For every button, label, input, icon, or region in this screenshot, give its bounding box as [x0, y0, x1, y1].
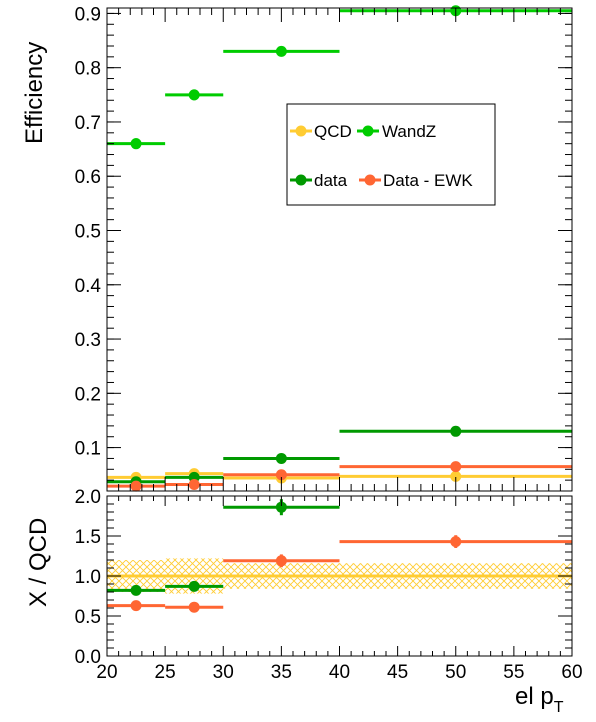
- x-axis-title-main: el p: [515, 683, 554, 710]
- x-tick-label: 50: [445, 662, 466, 683]
- legend-box: [286, 103, 496, 206]
- x-tick-label: 40: [329, 662, 350, 683]
- x-tick-label: 25: [155, 662, 176, 683]
- legend-data-label: data: [314, 171, 348, 190]
- legend-data-marker: [295, 174, 307, 186]
- ratio-x-axis: 20 25 30 35 40 45 50 55 60: [96, 496, 583, 683]
- efficiency-frame: [106, 7, 573, 492]
- efficiency-y-tick-label: 0.4: [75, 276, 102, 297]
- legend-entry-data-ewk: Data - EWK: [359, 171, 473, 190]
- x-tick-label: 55: [503, 662, 524, 683]
- ratio-data-point: [275, 501, 287, 513]
- ratio-y-tick-label: 1.0: [75, 567, 101, 588]
- efficiency-y-axis-title: Efficiency: [21, 42, 48, 144]
- efficiency-wandz-point: [275, 45, 287, 57]
- efficiency-data-point: [450, 425, 462, 437]
- ratio-data-point: [130, 584, 142, 596]
- ratio-y-axis: 0.0 0.5 1.0 1.5 2.0: [75, 487, 572, 668]
- efficiency-wandz-point: [188, 89, 200, 101]
- legend-entry-wandz: WandZ: [357, 122, 436, 141]
- efficiency-qcd-point: [450, 470, 462, 482]
- legend-wandz-label: WandZ: [382, 122, 436, 141]
- efficiency-data-ewk-point: [188, 478, 200, 490]
- efficiency-y-tick-label: 0.5: [75, 222, 101, 243]
- ratio-data-ewk-point: [130, 600, 142, 612]
- efficiency-y-tick-label: 0.3: [75, 330, 101, 351]
- efficiency-y-tick-label: 0.6: [75, 167, 101, 188]
- x-axis-title-subscript: T: [554, 699, 564, 716]
- efficiency-y-tick-label: 0.9: [75, 4, 101, 25]
- ratio-series-data-ewk: [107, 535, 572, 613]
- legend-data-ewk-label: Data - EWK: [383, 171, 473, 190]
- x-tick-label: 60: [561, 662, 582, 683]
- efficiency-series-data: [107, 425, 572, 488]
- legend: QCD WandZ data Data - EWK: [286, 103, 496, 206]
- ratio-data-ewk-point: [275, 555, 287, 567]
- ratio-data-ewk-point: [450, 536, 462, 548]
- legend-qcd-marker: [295, 125, 307, 137]
- ratio-series-data: [107, 499, 340, 596]
- efficiency-data-ewk-point: [275, 469, 287, 481]
- legend-qcd-label: QCD: [314, 122, 352, 141]
- ratio-y-tick-label: 0.5: [75, 607, 101, 628]
- ratio-data-point: [188, 580, 200, 592]
- efficiency-series-data-ewk: [107, 461, 572, 492]
- ratio-y-tick-label: 2.0: [75, 487, 101, 508]
- efficiency-y-tick-label: 0.2: [75, 384, 101, 405]
- legend-entry-qcd: QCD: [290, 122, 352, 141]
- x-tick-label: 45: [387, 662, 408, 683]
- efficiency-data-point: [275, 452, 287, 464]
- efficiency-data-ewk-point: [130, 480, 142, 492]
- ratio-y-tick-label: 0.0: [75, 647, 101, 668]
- x-tick-label: 30: [213, 662, 234, 683]
- efficiency-y-tick-label: 0.8: [75, 59, 101, 80]
- efficiency-wandz-point: [130, 138, 142, 150]
- x-tick-label: 20: [96, 662, 117, 683]
- efficiency-panel: 0.1 0.2 0.3 0.4 0.5 0.6 0.7 0.8 0.9 Efficiency: [21, 4, 573, 492]
- efficiency-y-axis: 0.1 0.2 0.3 0.4 0.5 0.6 0.7 0.8 0.9: [75, 4, 573, 492]
- ratio-y-tick-label: 1.5: [75, 527, 101, 548]
- legend-entry-data: data: [290, 171, 348, 190]
- x-axis-title: el pT: [515, 683, 564, 716]
- legend-data-ewk-marker: [364, 174, 376, 186]
- efficiency-series: [107, 5, 572, 492]
- ratio-panel: 0.0 0.5 1.0 1.5 2.0 20 25 30 35 40 45 50 55 60 X / Q…: [25, 487, 583, 716]
- legend-wandz-marker: [362, 125, 374, 137]
- efficiency-data-ewk-point: [450, 461, 462, 473]
- efficiency-y-tick-label: 0.7: [75, 113, 101, 134]
- ratio-y-axis-title: X / QCD: [25, 518, 52, 607]
- ratio-series: [107, 499, 572, 613]
- efficiency-y-tick-label: 0.1: [75, 439, 101, 460]
- ratio-data-ewk-point: [188, 601, 200, 613]
- x-tick-label: 35: [271, 662, 292, 683]
